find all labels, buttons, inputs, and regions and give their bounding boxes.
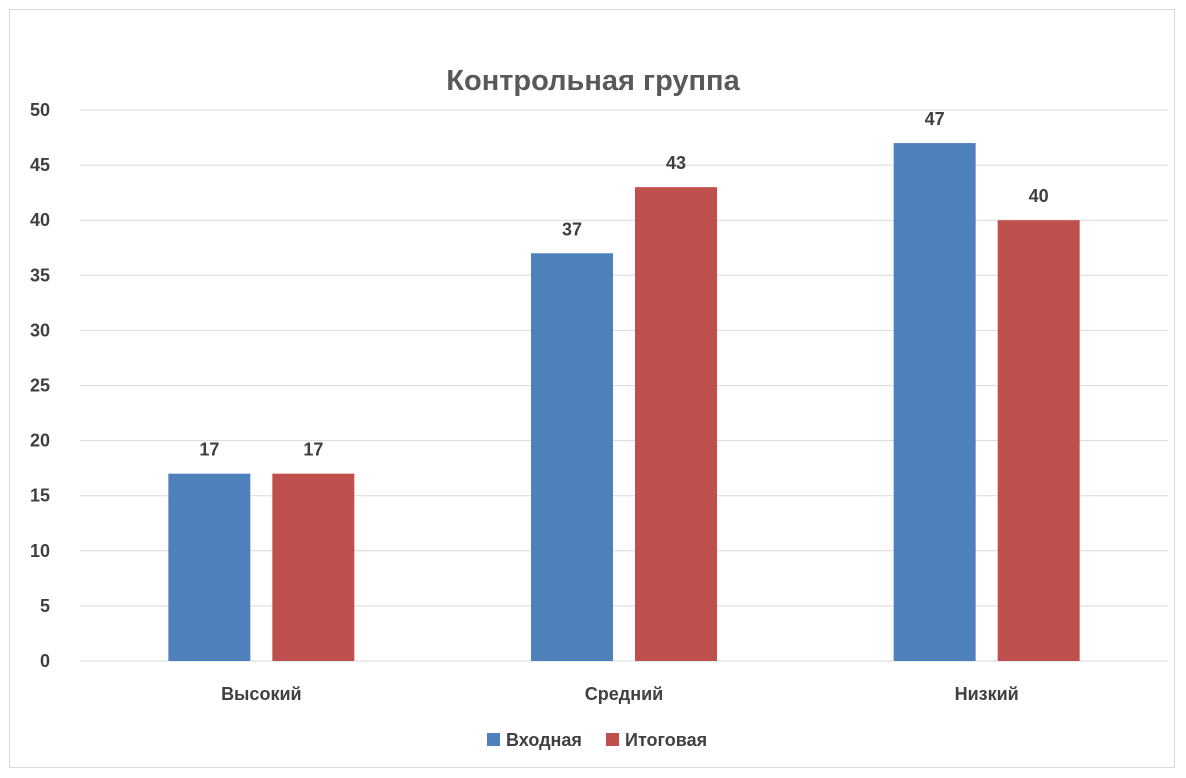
y-tick-label: 20 [30, 431, 50, 451]
chart-title: Контрольная группа [446, 65, 740, 97]
y-tick-label: 15 [30, 486, 50, 506]
y-tick-label: 30 [30, 320, 50, 340]
x-axis-categories: Высокий Средний Низкий [221, 684, 1019, 704]
y-tick-label: 10 [30, 541, 50, 561]
bar-Итоговая-Высокий [272, 473, 355, 661]
gridlines [80, 109, 1168, 662]
y-axis-ticks: 0 5 10 15 20 25 30 35 40 45 50 [30, 100, 50, 671]
data-label: 43 [666, 153, 686, 173]
y-tick-label: 40 [30, 210, 50, 230]
bar-Входная-Средний [531, 253, 613, 661]
y-tick-label: 35 [30, 265, 50, 285]
bar-Итоговая-Средний [635, 187, 717, 661]
bar-Входная-Высокий [168, 473, 251, 661]
legend-swatch [487, 733, 500, 746]
y-tick-label: 0 [40, 651, 50, 671]
bar-Итоговая-Низкий [997, 220, 1080, 661]
legend-label: Входная [506, 730, 582, 750]
data-label: 47 [925, 109, 945, 129]
y-tick-label: 45 [30, 155, 50, 175]
y-tick-label: 50 [30, 100, 50, 120]
legend-swatch [606, 733, 619, 746]
y-tick-label: 25 [30, 376, 50, 396]
x-category-label: Низкий [955, 684, 1019, 704]
legend-label: Итоговая [625, 730, 707, 750]
data-label: 17 [303, 440, 323, 460]
y-tick-label: 5 [40, 596, 50, 616]
legend: Входная Итоговая [487, 730, 707, 750]
data-label: 40 [1029, 186, 1049, 206]
x-category-label: Высокий [221, 684, 302, 704]
data-label: 17 [199, 440, 219, 460]
bar-Входная-Низкий [893, 143, 976, 661]
data-labels: 17 17 37 43 47 40 [199, 109, 1048, 460]
data-label: 37 [562, 219, 582, 239]
x-category-label: Средний [585, 684, 663, 704]
bars [168, 143, 1080, 661]
